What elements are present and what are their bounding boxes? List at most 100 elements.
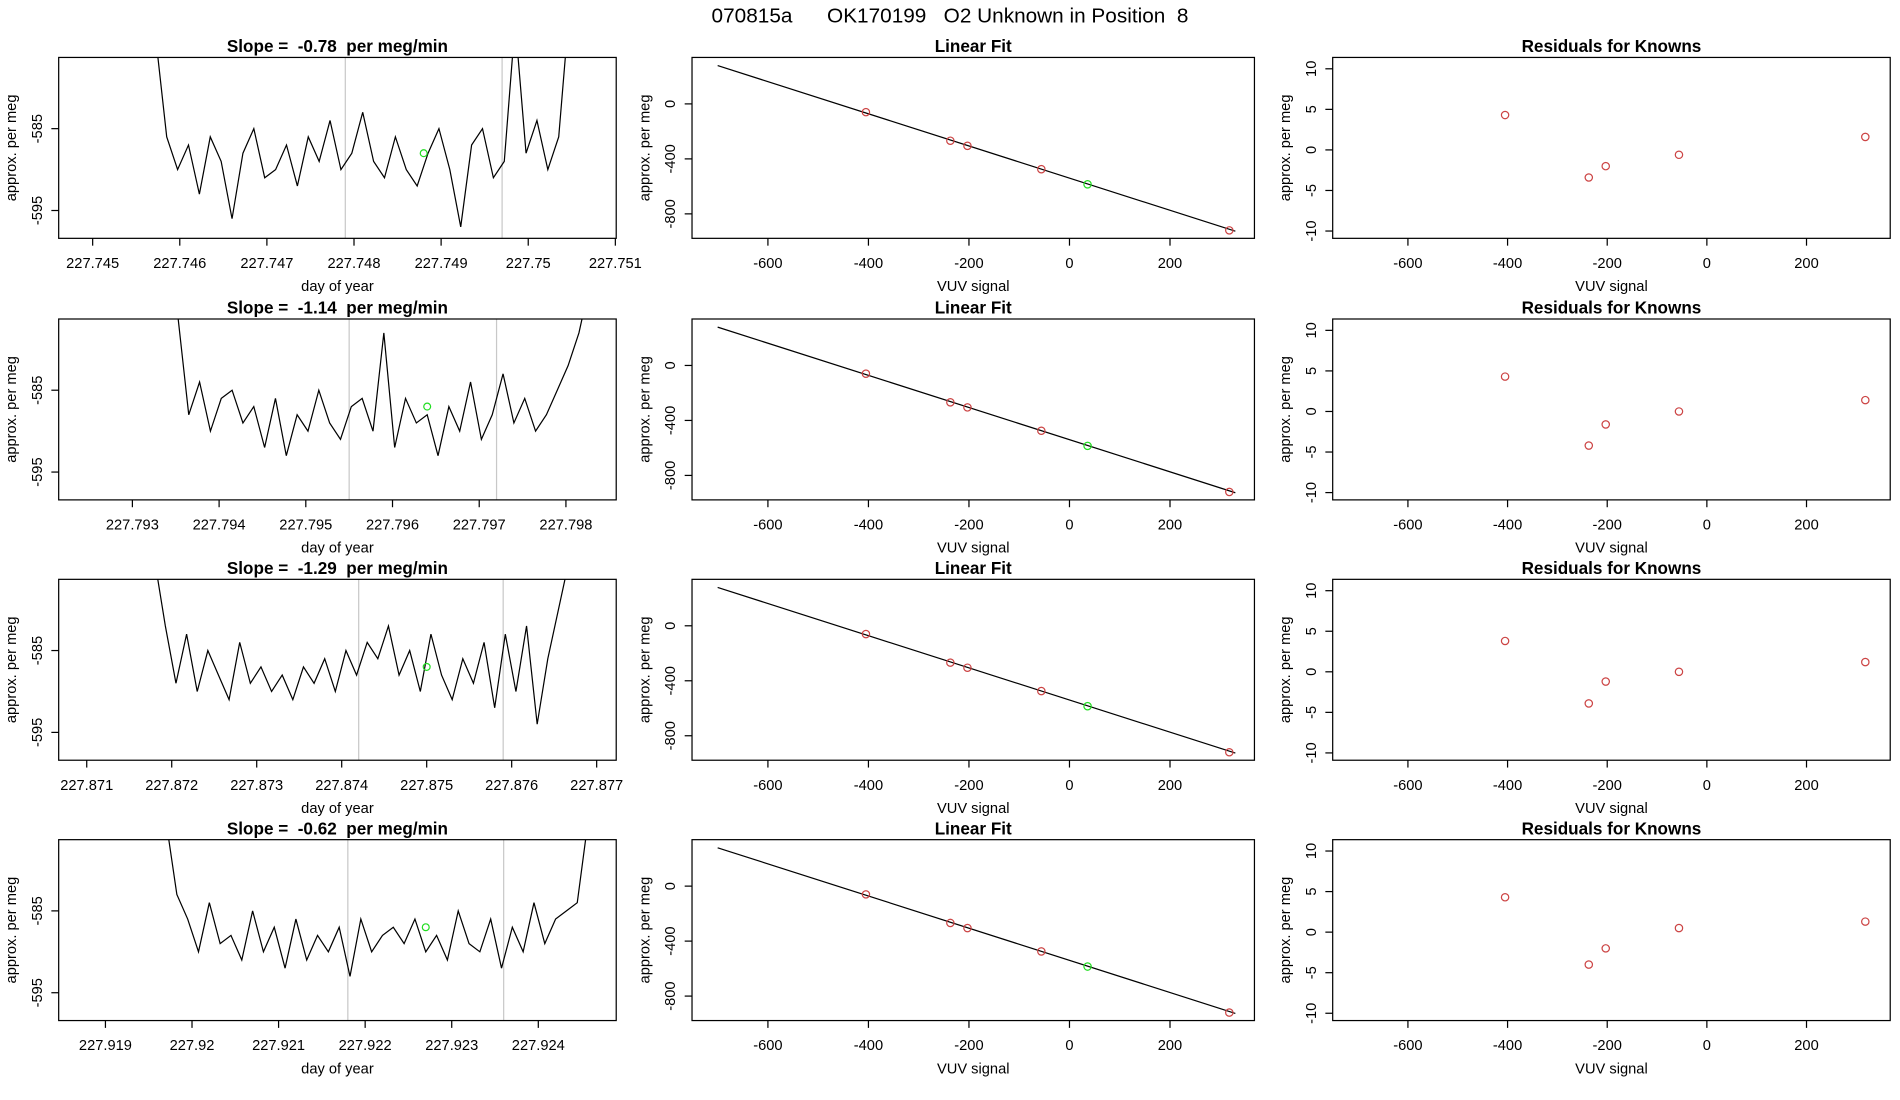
- x-axis-label: VUV signal: [937, 541, 1010, 557]
- x-axis-label: VUV signal: [937, 801, 1010, 817]
- chart-title: Linear Fit: [935, 299, 1012, 318]
- y-tick-label: -800: [663, 721, 679, 750]
- y-tick-label: -5: [1304, 966, 1320, 979]
- x-tick-label: 227.745: [66, 256, 119, 272]
- known-point: [963, 923, 972, 933]
- y-tick-label: -800: [663, 461, 679, 490]
- y-tick-label: -10: [1304, 1003, 1320, 1024]
- known-point: [1225, 487, 1234, 497]
- chart-title: Residuals for Knowns: [1522, 37, 1702, 56]
- y-tick-label: -5: [1304, 706, 1320, 719]
- y-tick-label: -585: [30, 636, 46, 665]
- x-tick-label: 227.873: [230, 778, 283, 794]
- known-point: [1601, 420, 1611, 429]
- known-point: [1861, 657, 1870, 667]
- x-axis-label: day of year: [301, 279, 374, 295]
- y-tick-label: 0: [663, 100, 679, 108]
- y-tick-label: -585: [30, 896, 46, 925]
- y-axis-label: approx. per meg: [4, 95, 20, 202]
- y-tick-label: 5: [1304, 367, 1320, 375]
- y-tick-label: -595: [30, 978, 46, 1007]
- x-tick-label: -400: [854, 1038, 883, 1054]
- y-tick-label: -800: [663, 199, 679, 228]
- x-tick-label: -200: [954, 517, 983, 533]
- unknown-point: [421, 923, 430, 932]
- chart-panel: Slope = -1.29 per meg/min day of year appr…: [4, 559, 623, 817]
- x-tick-label: 0: [1703, 778, 1711, 794]
- y-tick-label: 5: [1304, 105, 1320, 113]
- y-tick-label: -595: [30, 718, 46, 747]
- y-axis-label: approx. per meg: [4, 616, 20, 723]
- chart-title: Slope = -1.29 per meg/min: [227, 559, 448, 578]
- plot-area: [168, 839, 587, 1021]
- x-axis-label: day of year: [301, 801, 374, 817]
- known-point: [1601, 944, 1611, 953]
- x-tick-label: -200: [1593, 1038, 1622, 1054]
- unknown-point: [422, 662, 431, 671]
- known-point: [1037, 426, 1046, 436]
- x-axis-label: day of year: [301, 541, 374, 557]
- x-tick-label: 200: [1794, 256, 1818, 272]
- x-tick-label: 227.75: [506, 256, 551, 272]
- fit-line: [717, 326, 1236, 494]
- known-point: [1500, 110, 1510, 120]
- y-tick-label: -585: [30, 114, 46, 143]
- unknown-point: [419, 149, 428, 158]
- x-tick-label: 227.797: [453, 517, 506, 533]
- plot-area: [1500, 110, 1870, 182]
- plot-area: [157, 579, 566, 761]
- y-tick-label: -400: [663, 666, 679, 695]
- x-tick-label: 200: [1158, 256, 1182, 272]
- y-axis-label: approx. per meg: [637, 616, 653, 723]
- fit-line: [717, 586, 1236, 754]
- x-tick-label: 200: [1794, 517, 1818, 533]
- known-point: [1037, 686, 1046, 696]
- x-tick-label: 200: [1158, 1038, 1182, 1054]
- x-tick-label: -200: [954, 1038, 983, 1054]
- known-point: [1500, 892, 1510, 902]
- x-tick-label: 227.923: [425, 1038, 478, 1054]
- chart-title: Slope = -0.62 per meg/min: [227, 819, 448, 838]
- x-tick-label: 200: [1794, 1038, 1818, 1054]
- plot-frame: [691, 839, 1256, 1022]
- known-point: [963, 403, 972, 412]
- known-point: [1601, 161, 1611, 171]
- plot-frame: [1332, 318, 1891, 501]
- x-tick-label: -200: [954, 778, 983, 794]
- known-point: [1674, 667, 1684, 677]
- plot-area: [717, 847, 1236, 1017]
- x-axis-label: VUV signal: [1575, 801, 1648, 817]
- x-tick-label: 200: [1158, 778, 1182, 794]
- x-tick-label: 227.746: [153, 256, 206, 272]
- y-axis-label: approx. per meg: [1278, 95, 1294, 202]
- chart-title: Linear Fit: [935, 37, 1012, 56]
- plot-frame: [1332, 839, 1891, 1022]
- chart-title: Slope = -1.14 per meg/min: [227, 299, 448, 318]
- x-axis-label: VUV signal: [1575, 279, 1648, 295]
- plot-area: [177, 319, 583, 500]
- y-tick-label: 10: [1304, 583, 1320, 599]
- x-tick-label: -200: [1593, 778, 1622, 794]
- x-tick-label: 227.747: [240, 256, 293, 272]
- x-tick-label: 227.877: [570, 778, 623, 794]
- chart-title: Residuals for Knowns: [1522, 559, 1702, 578]
- known-point: [946, 136, 955, 146]
- chart-panel: Residuals for Knowns VUV signal approx. pe…: [1278, 819, 1891, 1077]
- x-tick-label: -200: [954, 256, 983, 272]
- x-tick-label: 227.92: [170, 1038, 215, 1054]
- x-axis-label: VUV signal: [1575, 1061, 1648, 1077]
- known-point: [1225, 747, 1234, 757]
- known-point: [1861, 395, 1870, 405]
- x-tick-label: 227.749: [415, 256, 468, 272]
- x-tick-label: 0: [1703, 256, 1711, 272]
- chart-title: Linear Fit: [935, 819, 1012, 838]
- chart-panel: Linear Fit VUV signal approx. per meg -600 -…: [637, 37, 1256, 295]
- y-tick-label: 5: [1304, 627, 1320, 635]
- x-tick-label: -400: [854, 256, 883, 272]
- plot-frame: [58, 318, 617, 501]
- chart-panel: Linear Fit VUV signal approx. per meg -600 -…: [637, 299, 1256, 557]
- plot-area: [717, 326, 1236, 497]
- fit-line: [717, 64, 1236, 232]
- known-point: [861, 629, 871, 639]
